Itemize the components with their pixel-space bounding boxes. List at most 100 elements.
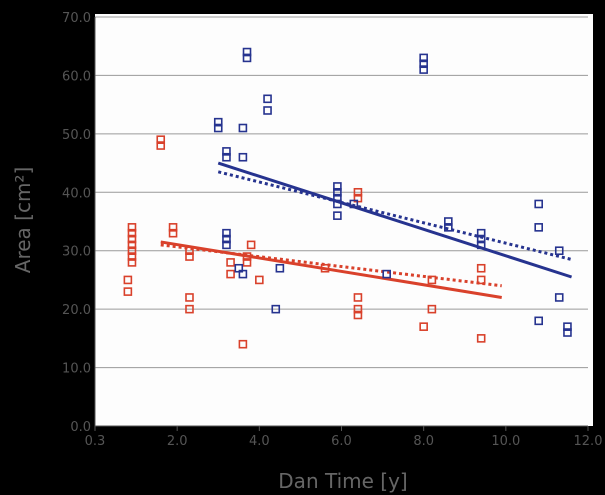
data-point <box>419 65 428 74</box>
data-point <box>563 322 572 331</box>
data-point <box>476 228 486 238</box>
data-point <box>123 275 133 285</box>
data-point <box>242 47 252 57</box>
x-tick-label: 2.0 <box>167 434 188 449</box>
data-point <box>419 59 428 69</box>
data-point <box>185 252 194 261</box>
y-tick-labels: 0.0 10.0 20.0 30.0 40.0 50.0 60.0 70.0 <box>62 11 91 435</box>
data-point <box>213 123 223 133</box>
data-point <box>444 217 453 226</box>
data-point <box>563 328 572 337</box>
data-point <box>123 287 133 296</box>
trend-line <box>217 161 573 279</box>
x-axis-title: Dan Time [y] <box>278 469 407 493</box>
data-point <box>168 228 178 238</box>
data-point <box>349 199 359 209</box>
data-point <box>263 106 272 115</box>
trend-lines <box>160 161 573 299</box>
data-point <box>127 258 137 267</box>
data-point <box>476 334 486 343</box>
data-point <box>238 152 248 162</box>
data-point <box>353 310 363 320</box>
data-point <box>333 182 342 191</box>
data-point <box>242 252 252 261</box>
data-point <box>476 275 486 285</box>
y-tick-label: 30.0 <box>62 245 91 260</box>
data-point <box>127 246 137 256</box>
data-point <box>444 223 453 232</box>
data-point <box>255 275 264 285</box>
data-point <box>427 275 437 285</box>
data-point <box>333 193 342 203</box>
gridlines <box>94 16 589 431</box>
data-point <box>554 246 564 256</box>
data-point <box>554 293 564 302</box>
data-point <box>333 211 342 220</box>
data-point <box>271 304 281 314</box>
data-point <box>168 223 178 232</box>
data-point <box>238 339 248 349</box>
data-point <box>275 263 285 273</box>
data-point <box>226 269 235 279</box>
data-point <box>213 117 223 127</box>
x-tick-label: 4.0 <box>249 434 270 449</box>
data-point <box>353 293 363 302</box>
data-point <box>185 246 194 256</box>
data-point <box>238 123 248 133</box>
data-point <box>226 258 235 267</box>
data-point <box>263 94 272 104</box>
data-point <box>222 147 231 156</box>
data-point <box>127 223 137 232</box>
data-point <box>534 199 544 209</box>
x-tick-label: 12.0 <box>574 434 603 449</box>
y-tick-label: 40.0 <box>62 186 91 201</box>
data-point <box>185 293 194 302</box>
y-axis-title: Area [cm²] <box>11 167 35 273</box>
x-tick-label: 6.0 <box>331 434 352 449</box>
data-point <box>353 187 363 197</box>
data-point <box>222 152 231 162</box>
plot-panel <box>95 14 593 426</box>
data-point <box>534 223 544 232</box>
data-point <box>353 304 363 314</box>
data-point <box>222 228 231 238</box>
data-point <box>127 228 137 238</box>
data-point <box>476 240 486 250</box>
data-point <box>419 322 428 331</box>
data-point <box>419 53 428 63</box>
data-point <box>427 304 437 314</box>
trend-line <box>160 240 502 299</box>
data-point <box>320 263 330 273</box>
y-tick-label: 10.0 <box>62 362 91 377</box>
data-point <box>333 199 342 209</box>
x-tick-label: 0.3 <box>85 434 106 449</box>
y-tick-label: 60.0 <box>62 69 91 84</box>
data-point <box>476 234 486 244</box>
data-point <box>222 234 231 244</box>
data-point <box>185 304 194 314</box>
y-tick-label: 20.0 <box>62 303 91 318</box>
data-point <box>242 53 252 63</box>
dotted-trend-line <box>217 170 572 261</box>
data-point <box>222 240 231 250</box>
y-tick-label: 70.0 <box>62 11 91 26</box>
data-point <box>333 187 342 197</box>
data-point <box>156 141 166 150</box>
data-point <box>476 263 486 273</box>
data-point <box>127 234 137 244</box>
x-tick-label: 8.0 <box>413 434 434 449</box>
data-point <box>238 269 248 279</box>
data-point <box>246 240 256 250</box>
data-point <box>156 135 166 144</box>
y-tick-label: 0.0 <box>70 420 91 435</box>
data-point <box>242 258 252 267</box>
x-tick-label: 10.0 <box>491 434 520 449</box>
y-tick-label: 50.0 <box>62 128 91 143</box>
data-point <box>382 269 391 279</box>
data-point <box>127 252 137 261</box>
data-point <box>127 240 137 250</box>
data-points <box>123 47 572 349</box>
data-point <box>534 316 544 326</box>
x-tick-labels: 0.3 2.0 4.0 6.0 8.0 10.0 12.0 <box>85 434 603 449</box>
